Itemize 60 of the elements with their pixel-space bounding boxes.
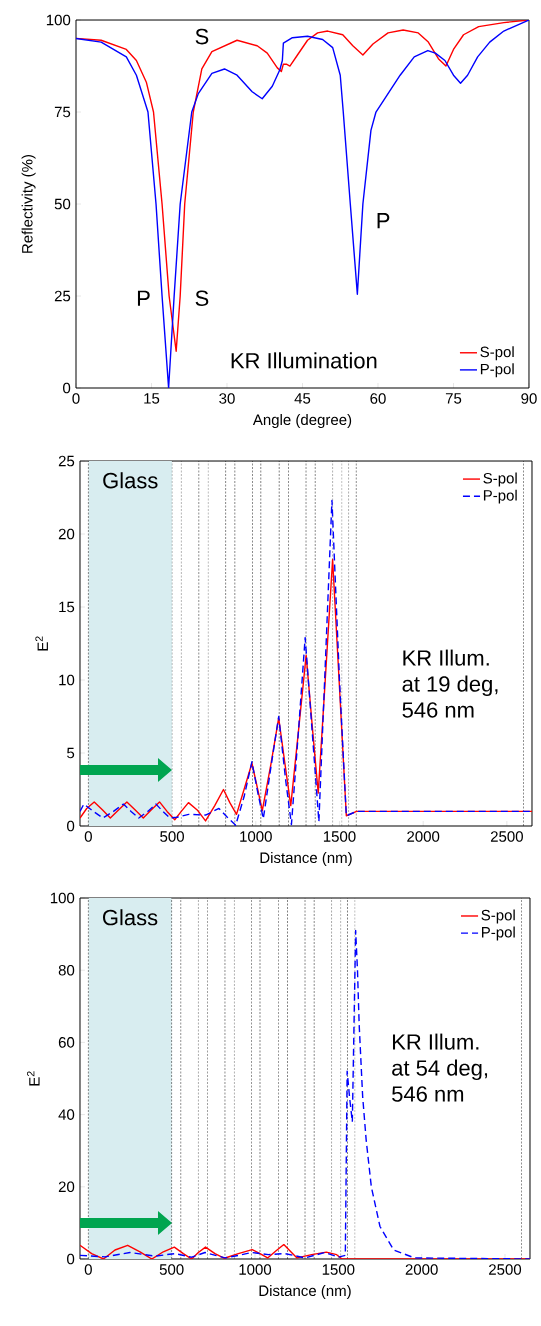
legend-label: S-pol	[481, 909, 515, 924]
annotation: at 19 deg,	[402, 675, 498, 697]
annotation: KR Illum.	[403, 649, 489, 666]
y-tick-label: 20	[58, 528, 75, 540]
legend-label: P-pol	[481, 926, 515, 941]
y-tick-label: 75	[54, 106, 71, 118]
annotation: S	[195, 290, 209, 307]
y-tick-label: 100	[46, 14, 71, 26]
y-tick-label: 0	[63, 382, 71, 394]
annotation: 546 nm	[392, 1086, 464, 1102]
x-tick-label: 0	[84, 831, 92, 842]
y-tick-label: 50	[54, 198, 71, 210]
y-tick-label: 10	[59, 674, 75, 686]
x-tick-label: 1000	[240, 831, 272, 842]
annotation: P	[377, 213, 390, 229]
y-tick-label: 15	[59, 601, 75, 613]
x-tick-label: 90	[521, 393, 537, 404]
legend-label: P-pol	[480, 363, 514, 378]
x-axis-title: Angle (degree)	[252, 414, 352, 429]
annotation: P	[137, 290, 150, 306]
annotation: S	[195, 28, 209, 45]
y-tick-label: 80	[58, 964, 75, 976]
band-label: Glass	[103, 472, 158, 489]
y-axis-title: E$^{2}$	[35, 636, 48, 651]
x-tick-label: 500	[159, 1264, 184, 1275]
annotation: at 54 deg,	[392, 1059, 488, 1081]
annotation: 546 nm	[402, 702, 474, 718]
y-axis-title: Reflectivity (%)	[21, 154, 36, 253]
y-tick-label: 5	[67, 747, 75, 759]
y-tick-label: 60	[58, 1037, 75, 1048]
y-tick-label: 40	[58, 1109, 75, 1120]
x-tick-label: 2000	[407, 831, 440, 842]
x-axis-title: Distance (nm)	[260, 852, 352, 866]
x-tick-label: 0	[84, 1264, 92, 1275]
y-tick-label: 25	[54, 290, 71, 302]
annotation: KR Illum.	[392, 1033, 479, 1050]
x-tick-label: 2500	[489, 1264, 522, 1275]
legend-label: S-pol	[483, 472, 517, 487]
x-tick-label: 1000	[239, 1264, 272, 1275]
y-axis-title: E$^{2}$	[27, 1071, 40, 1086]
annotation: KR Illumination	[231, 352, 377, 369]
x-tick-label: 2000	[405, 1264, 438, 1275]
y-tick-label: 25	[58, 455, 75, 467]
x-tick-label: 75	[445, 393, 462, 404]
y-tick-label: 0	[67, 820, 75, 832]
y-tick-label: 100	[50, 892, 75, 904]
legend-label: S-pol	[480, 346, 514, 361]
x-tick-label: 15	[144, 393, 160, 404]
x-tick-label: 1500	[322, 1264, 355, 1275]
y-tick-label: 20	[58, 1181, 75, 1193]
x-axis-title: Distance (nm)	[259, 1285, 351, 1299]
y-tick-label: 0	[67, 1253, 75, 1265]
x-tick-label: 30	[219, 393, 235, 404]
x-tick-label: 2500	[490, 831, 523, 842]
x-tick-label: 1500	[323, 831, 356, 842]
x-tick-label: 45	[294, 393, 311, 404]
band-label: Glass	[102, 909, 158, 926]
x-tick-label: 60	[370, 393, 386, 404]
legend-label: P-pol	[483, 489, 517, 504]
x-tick-label: 500	[160, 831, 184, 842]
